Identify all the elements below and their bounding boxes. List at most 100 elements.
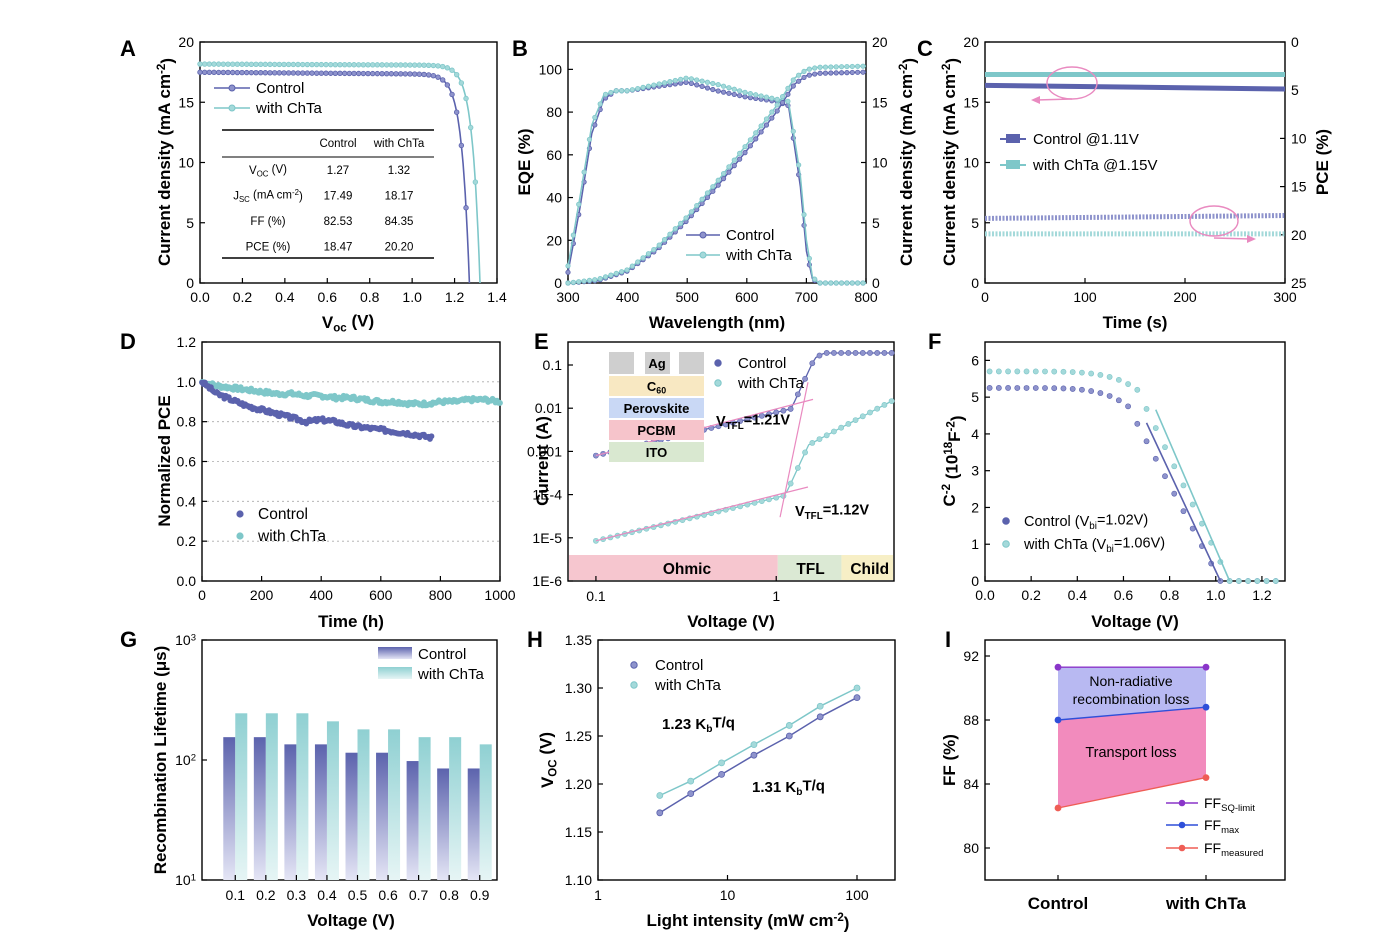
panel-e-stack-label-part: ITO	[646, 445, 667, 460]
panel-letter-f: F	[928, 329, 941, 354]
panel-b-x-tick-label-part: 700	[795, 289, 819, 305]
panel-c-current-trace	[984, 82, 1286, 92]
panel-g-ylabel: Recombination Lifetime (μs)	[151, 646, 170, 875]
panel-c-xlabel-part: Time (s)	[1103, 313, 1168, 332]
panel-h-xlabel-part: Light intensity (mW cm	[647, 911, 834, 930]
panel-d-y-tick-label-part: 0.0	[177, 573, 197, 589]
panel-letter-c: C	[917, 36, 933, 61]
panel-h-slope-control-part: 1.31 K	[752, 779, 796, 796]
panel-f-ylabel-part: )	[947, 415, 966, 421]
panel-f-legend-label-part: with ChTa (V	[1023, 537, 1107, 553]
panel-a-point-0	[458, 142, 465, 149]
panel-g-bar-control	[345, 752, 358, 880]
panel-e-region-tfl-part: TFL	[796, 561, 824, 578]
panel-f-point	[1106, 374, 1113, 380]
panel-a-legend-label-part: with ChTa	[255, 100, 323, 117]
panel-b-point	[796, 78, 802, 84]
panel-a-point-0	[444, 82, 451, 88]
panel-g-x-tick-label: 0.5	[348, 887, 368, 903]
panel-b-y-tick-label-part: 100	[539, 61, 563, 77]
panel-b-point	[576, 279, 582, 285]
panel-a-y-tick-label-part: 20	[178, 34, 194, 50]
panel-d-xlabel-part: Time (h)	[318, 612, 384, 631]
panel-e-stack-label: ITO	[646, 445, 667, 460]
panel-b-point	[720, 89, 727, 95]
panel-b-point	[651, 82, 657, 88]
panel-a-point-1	[369, 62, 376, 68]
panel-a-point-1	[402, 62, 409, 68]
panel-h-slope-chta-part: T/q	[712, 715, 735, 732]
panel-b-yr-tick-label-part: 10	[872, 155, 888, 171]
panel-e-y-tick-label: 0.001	[527, 443, 562, 459]
panel-f-point	[1097, 390, 1104, 396]
panel-f-point	[1023, 368, 1030, 375]
panel-g-bar-control	[467, 768, 480, 880]
panel-f-legend-label: Control (Vbi​=1.02V)	[1024, 513, 1148, 532]
panel-a-point-1	[248, 61, 255, 67]
panel-i-label-nonrad: recombination loss	[1073, 691, 1190, 707]
panel-e-xlabel: Voltage (V)	[687, 612, 775, 631]
panel-f-point	[1042, 368, 1048, 375]
panel-b-point	[828, 280, 834, 286]
panel-f-y-tick-label-part: 2	[971, 499, 979, 515]
panel-d-y-tick-label: 0.6	[177, 454, 197, 470]
panel-g-legend-swatch	[378, 647, 412, 659]
panel-i-point	[1202, 663, 1210, 671]
panel-e-point-chta	[802, 449, 808, 456]
panel-f-point	[1023, 385, 1030, 391]
panel-b-point	[586, 277, 593, 283]
panel-e-x-tick-label: 0.1	[586, 588, 606, 604]
panel-i-label-transport: Transport loss	[1085, 745, 1176, 761]
panel-g-y-tick-label-part: 10	[175, 632, 191, 648]
panel-b-point	[672, 77, 678, 84]
panel-a-point-0	[285, 70, 292, 76]
panel-h-point	[853, 684, 861, 692]
panel-a-point-0	[369, 70, 376, 77]
panel-b-point	[758, 123, 764, 129]
panel-e-stack-ag-left	[609, 352, 634, 374]
panel-h-point	[750, 741, 758, 749]
panel-b-point	[661, 237, 668, 243]
panel-b-point	[619, 88, 625, 94]
panel-e-legend-marker	[714, 359, 722, 367]
panel-b-point	[742, 150, 748, 156]
panel-b-point	[694, 202, 700, 209]
panel-h-legend-label: Control	[655, 657, 703, 674]
panel-e-x-tick-label-part: 0.1	[586, 588, 606, 604]
panel-b-point	[608, 89, 614, 96]
panel-f-xlabel-part: Voltage (V)	[1091, 612, 1179, 631]
panel-h-x-tick-label-part: 10	[720, 887, 736, 903]
panel-b-point	[812, 71, 818, 77]
panel-e-legend-label: with ChTa	[737, 375, 805, 392]
panel-i-line	[1057, 706, 1207, 721]
panel-b-point	[849, 63, 855, 70]
panel-i-y-tick-label-part: 92	[963, 648, 979, 664]
panel-g-bar-control	[376, 752, 389, 880]
panel-f-y-tick-label-part: 1	[971, 536, 979, 552]
panel-f-ylabel-part: F	[945, 431, 964, 441]
panel-d-legend-label-part: with ChTa	[257, 528, 326, 545]
panel-b-point	[833, 64, 839, 70]
panel-a-point-0	[201, 69, 208, 75]
panel-b-point	[565, 263, 571, 269]
panel-d-point	[428, 433, 435, 440]
panel-b-legend-label-part: with ChTa	[725, 247, 793, 264]
panel-b-y-tick-label-part: 40	[546, 190, 562, 206]
panel-i-legend-marker	[1178, 799, 1186, 807]
panel-g-bar-chta	[296, 713, 309, 880]
panel-a-point-0	[332, 70, 339, 77]
panel-b-point	[855, 69, 861, 75]
panel-a-x-tick-label-part: 1.0	[402, 289, 422, 305]
panel-a-point-1	[439, 63, 446, 70]
panel-b-point	[790, 83, 796, 89]
panel-f-x-tick-label: 0.8	[1160, 587, 1180, 603]
panel-a-point-0	[323, 70, 329, 76]
panel-b-point	[817, 70, 823, 76]
panel-f-point	[986, 385, 993, 391]
panel-f-y-tick-label-part: 5	[971, 389, 979, 405]
panel-h-point	[750, 751, 758, 759]
panel-b-point	[812, 65, 818, 71]
panel-f-point	[1051, 385, 1058, 392]
panel-b-point	[828, 70, 834, 76]
